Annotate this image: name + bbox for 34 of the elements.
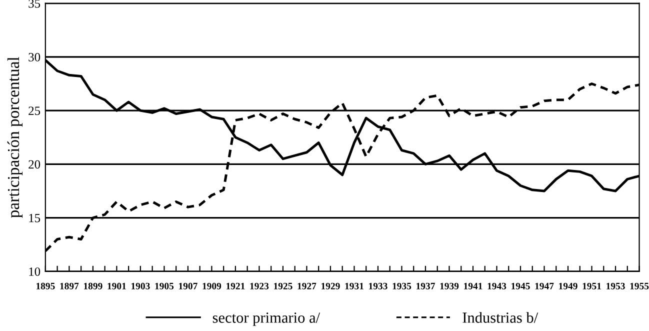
x-tick-label: 1925 — [274, 282, 292, 290]
legend-label: sector primario a/ — [212, 312, 320, 326]
x-tick-label: 1921 — [226, 282, 245, 290]
x-tick-label: 1907 — [179, 282, 198, 290]
x-tick-label: 1949 — [559, 282, 578, 290]
x-tick-label: 1935 — [392, 282, 412, 290]
x-tick-label: 1895 — [36, 282, 55, 290]
x-tick-label: 1947 — [535, 282, 554, 290]
x-tick-label: 1899 — [84, 282, 102, 290]
x-tick-label: 1939 — [440, 282, 459, 290]
x-tick-label: 1909 — [202, 282, 222, 290]
legend-label: Industrias b/ — [462, 312, 538, 323]
y-tick-label: 10 — [29, 267, 40, 276]
x-tick-label: 1945 — [512, 282, 530, 290]
x-tick-label: 1901 — [108, 282, 126, 290]
x-tick-label: 1927 — [298, 282, 316, 290]
x-tick-label: 1943 — [488, 282, 506, 290]
x-tick-label: 1933 — [369, 282, 388, 290]
y-tick-label: 20 — [28, 160, 40, 169]
y-tick-label: 30 — [28, 52, 40, 62]
x-tick-label: 1951 — [582, 282, 601, 290]
x-tick-label: 1903 — [132, 282, 150, 290]
x-tick-label: 1941 — [464, 282, 482, 290]
x-tick-label: 1953 — [606, 282, 625, 290]
x-tick-label: 1955 — [630, 282, 649, 290]
x-tick-label: 1923 — [250, 282, 269, 290]
x-tick-label: 1905 — [155, 282, 174, 290]
x-tick-label: 1897 — [60, 282, 79, 290]
x-tick-label: 1929 — [322, 282, 340, 290]
y-tick-label: 25 — [28, 106, 40, 116]
y-axis-title: participación porcentual — [7, 56, 23, 218]
y-tick-label: 15 — [29, 214, 40, 222]
x-tick-label: 1937 — [416, 282, 435, 290]
x-tick-label: 1931 — [345, 282, 364, 290]
